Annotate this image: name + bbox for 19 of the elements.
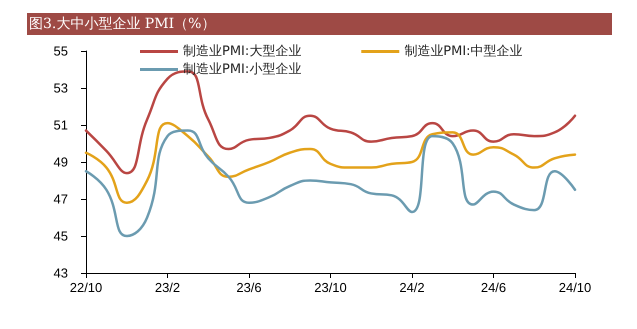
legend-label: 制造业PMI:大型企业	[183, 44, 302, 59]
x-tick-label: 23/2	[154, 280, 180, 295]
x-tick-label: 23/10	[314, 280, 347, 295]
line-series	[84, 129, 576, 238]
legend-label: 制造业PMI:中型企业	[404, 44, 523, 59]
chart-title: 图3.大中小型企业 PMI（%）	[27, 13, 612, 35]
x-tick-label: 24/10	[558, 280, 592, 295]
x-tick-label: 22/10	[70, 280, 102, 295]
y-tick-label: 45	[54, 228, 68, 244]
y-tick-label: 43	[54, 266, 68, 280]
y-tick-label: 51	[54, 118, 68, 132]
y-tick-label: 49	[54, 154, 68, 170]
x-tick-label: 24/6	[480, 280, 506, 295]
x-tick-label: 23/6	[236, 280, 262, 295]
x-tick-label: 24/2	[399, 280, 425, 295]
y-tick-label: 47	[54, 192, 68, 206]
line-series	[84, 122, 576, 204]
y-tick-label: 55	[54, 44, 68, 58]
y-tick-label: 53	[54, 80, 68, 96]
